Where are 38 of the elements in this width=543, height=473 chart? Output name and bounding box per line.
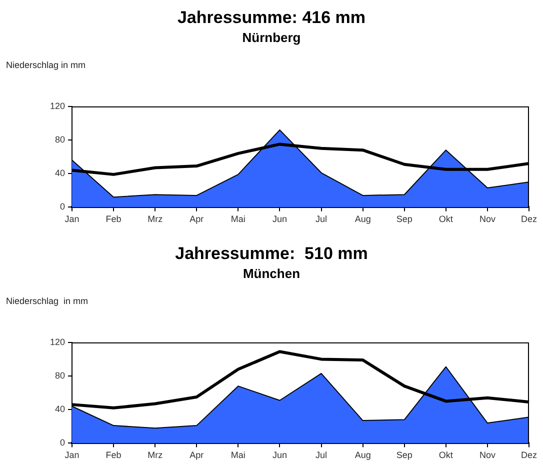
chart-subtitle: Nürnberg — [241, 30, 302, 45]
chart-subtitle: München — [242, 266, 302, 281]
x-tick-label: Jun — [272, 450, 287, 460]
y-tick-label: 40 — [54, 404, 65, 414]
x-tick-label: Jan — [64, 450, 80, 460]
x-tick-label: Sep — [396, 214, 412, 224]
x-tick-label: Feb — [106, 214, 122, 224]
chart-title: Jahressumme: 510 mm — [174, 244, 369, 264]
x-tick-label: Mai — [230, 450, 246, 460]
y-axis-title: Niederschlag in mm — [6, 296, 88, 306]
x-tick-label: Dez — [520, 214, 538, 224]
x-tick-label: Nov — [479, 450, 496, 460]
x-tick-label: Okt — [438, 214, 454, 224]
y-tick-label: 0 — [60, 438, 65, 448]
x-tick-label: Jul — [316, 450, 328, 460]
x-tick-label: Okt — [438, 450, 454, 460]
y-tick-label: 0 — [60, 202, 65, 212]
y-tick-label: 80 — [54, 134, 65, 144]
x-tick-label: Apr — [190, 214, 204, 224]
x-tick-label: Aug — [354, 214, 371, 224]
y-tick-label: 40 — [54, 168, 65, 178]
x-tick-label: Feb — [106, 450, 122, 460]
y-axis-title: Niederschlag in mm — [6, 60, 86, 70]
x-tick-label: Nov — [479, 214, 496, 224]
x-tick-label: Jun — [272, 214, 287, 224]
x-tick-label: Apr — [190, 450, 204, 460]
y-tick-label: 80 — [54, 370, 65, 380]
x-tick-label: Jul — [316, 214, 328, 224]
x-tick-label: Dez — [520, 450, 538, 460]
y-tick-label: 120 — [50, 336, 65, 347]
x-tick-label: Jan — [64, 214, 80, 224]
x-tick-label: Mrz — [148, 450, 164, 460]
x-tick-label: Sep — [396, 450, 412, 460]
chart-title: Jahressumme: 416 mm — [176, 8, 367, 28]
x-tick-label: Aug — [354, 450, 371, 460]
y-tick-label: 120 — [50, 100, 65, 111]
x-tick-label: Mai — [230, 214, 246, 224]
x-tick-label: Mrz — [148, 214, 164, 224]
